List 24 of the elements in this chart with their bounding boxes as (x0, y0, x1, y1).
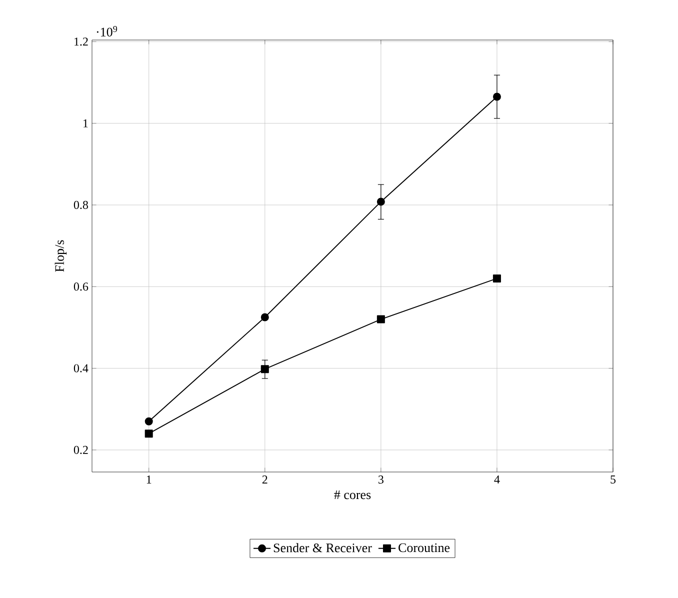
y-tick-label: 0.6 (74, 282, 88, 291)
x-tick-label: 1 (146, 476, 152, 484)
y-tick-label: 0.2 (74, 446, 88, 454)
point (376, 315, 385, 324)
x-tick-label: 3 (378, 476, 384, 484)
y-tick-label: 0.4 (74, 364, 88, 372)
point (492, 92, 501, 101)
point (144, 417, 153, 426)
x-tick-label: 4 (494, 476, 500, 484)
y-tick-label: 1 (84, 119, 88, 128)
x-tick-label: 2 (262, 476, 268, 484)
y-axis-title: Flop/s (54, 240, 67, 272)
point (144, 430, 153, 438)
point (376, 198, 385, 206)
point (260, 313, 269, 322)
legend-label: Coroutine (398, 543, 450, 552)
y-tick-label: 1.2 (74, 38, 88, 46)
text: ·10$^{9}$ (96, 26, 118, 36)
y-tick-label: 0.8 (74, 200, 88, 210)
point (492, 274, 501, 282)
x-axis-title: # cores (334, 490, 371, 500)
x-tick-label: 5 (610, 476, 616, 484)
legend-label: Sender & Receiver (274, 543, 372, 552)
point (260, 365, 269, 374)
